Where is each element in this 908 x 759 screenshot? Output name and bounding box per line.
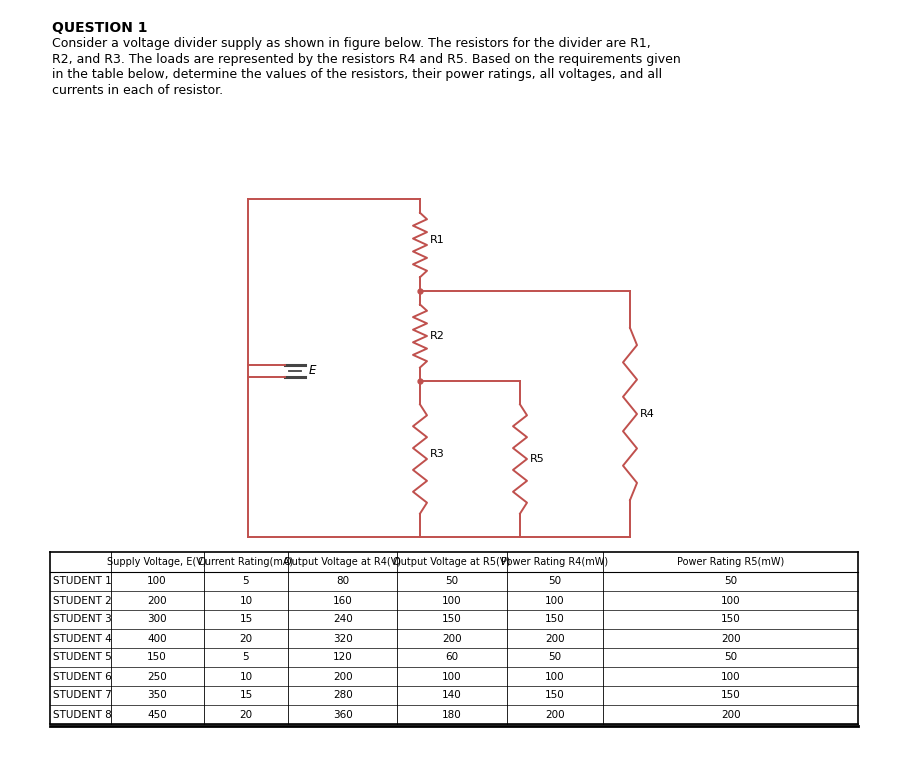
Text: STUDENT 4: STUDENT 4 <box>53 634 112 644</box>
Text: 100: 100 <box>545 596 565 606</box>
Text: 150: 150 <box>442 615 462 625</box>
Text: 50: 50 <box>548 653 561 663</box>
Text: QUESTION 1: QUESTION 1 <box>52 21 147 35</box>
Text: 20: 20 <box>240 710 252 720</box>
Text: 100: 100 <box>721 596 741 606</box>
Text: 250: 250 <box>147 672 167 682</box>
Text: STUDENT 6: STUDENT 6 <box>53 672 112 682</box>
Text: Output Voltage at R5(V): Output Voltage at R5(V) <box>393 557 510 567</box>
Text: 200: 200 <box>721 634 741 644</box>
Text: 350: 350 <box>147 691 167 701</box>
Text: STUDENT 8: STUDENT 8 <box>53 710 112 720</box>
Text: Power Rating R5(mW): Power Rating R5(mW) <box>677 557 785 567</box>
Text: Supply Voltage, E(V): Supply Voltage, E(V) <box>107 557 207 567</box>
Text: 100: 100 <box>147 577 167 587</box>
Text: STUDENT 1: STUDENT 1 <box>53 577 112 587</box>
Text: 200: 200 <box>721 710 741 720</box>
Text: 320: 320 <box>333 634 353 644</box>
Text: 450: 450 <box>147 710 167 720</box>
Text: 400: 400 <box>147 634 167 644</box>
Text: 150: 150 <box>545 691 565 701</box>
Text: 100: 100 <box>721 672 741 682</box>
Text: R1: R1 <box>430 235 445 245</box>
Text: R2, and R3. The loads are represented by the resistors R4 and R5. Based on the r: R2, and R3. The loads are represented by… <box>52 52 681 65</box>
Text: E: E <box>309 364 316 377</box>
Text: 15: 15 <box>240 691 252 701</box>
Text: 200: 200 <box>545 634 565 644</box>
Text: Output Voltage at R4(V): Output Voltage at R4(V) <box>284 557 401 567</box>
Text: 140: 140 <box>442 691 462 701</box>
Text: 80: 80 <box>336 577 350 587</box>
Text: 180: 180 <box>442 710 462 720</box>
Text: 160: 160 <box>333 596 353 606</box>
Text: 15: 15 <box>240 615 252 625</box>
Text: 20: 20 <box>240 634 252 644</box>
Text: 50: 50 <box>725 577 737 587</box>
Text: Consider a voltage divider supply as shown in figure below. The resistors for th: Consider a voltage divider supply as sho… <box>52 37 651 50</box>
Text: Power Rating R4(mW): Power Rating R4(mW) <box>501 557 608 567</box>
Text: 50: 50 <box>548 577 561 587</box>
Text: 5: 5 <box>242 653 250 663</box>
Text: in the table below, determine the values of the resistors, their power ratings, : in the table below, determine the values… <box>52 68 662 81</box>
Text: 150: 150 <box>545 615 565 625</box>
Text: R3: R3 <box>430 449 445 459</box>
Text: 10: 10 <box>240 672 252 682</box>
Text: 50: 50 <box>446 577 459 587</box>
Text: 240: 240 <box>333 615 353 625</box>
Text: 100: 100 <box>442 672 462 682</box>
Text: 100: 100 <box>442 596 462 606</box>
Text: STUDENT 2: STUDENT 2 <box>53 596 112 606</box>
Text: STUDENT 7: STUDENT 7 <box>53 691 112 701</box>
Text: STUDENT 5: STUDENT 5 <box>53 653 112 663</box>
Text: 60: 60 <box>446 653 459 663</box>
Text: R5: R5 <box>530 454 545 464</box>
Text: 360: 360 <box>333 710 353 720</box>
Text: R4: R4 <box>640 409 655 419</box>
Text: 200: 200 <box>442 634 462 644</box>
Text: 100: 100 <box>545 672 565 682</box>
Text: 200: 200 <box>333 672 352 682</box>
Text: 50: 50 <box>725 653 737 663</box>
Text: 300: 300 <box>147 615 167 625</box>
Text: Current Rating(mA): Current Rating(mA) <box>198 557 293 567</box>
Text: currents in each of resistor.: currents in each of resistor. <box>52 83 223 96</box>
Text: 280: 280 <box>333 691 353 701</box>
Text: 10: 10 <box>240 596 252 606</box>
Text: 200: 200 <box>147 596 167 606</box>
Text: R2: R2 <box>430 331 445 341</box>
Text: STUDENT 3: STUDENT 3 <box>53 615 112 625</box>
Text: 5: 5 <box>242 577 250 587</box>
Text: 150: 150 <box>721 615 741 625</box>
Text: 120: 120 <box>333 653 353 663</box>
Text: 150: 150 <box>721 691 741 701</box>
Text: 150: 150 <box>147 653 167 663</box>
Text: 200: 200 <box>545 710 565 720</box>
